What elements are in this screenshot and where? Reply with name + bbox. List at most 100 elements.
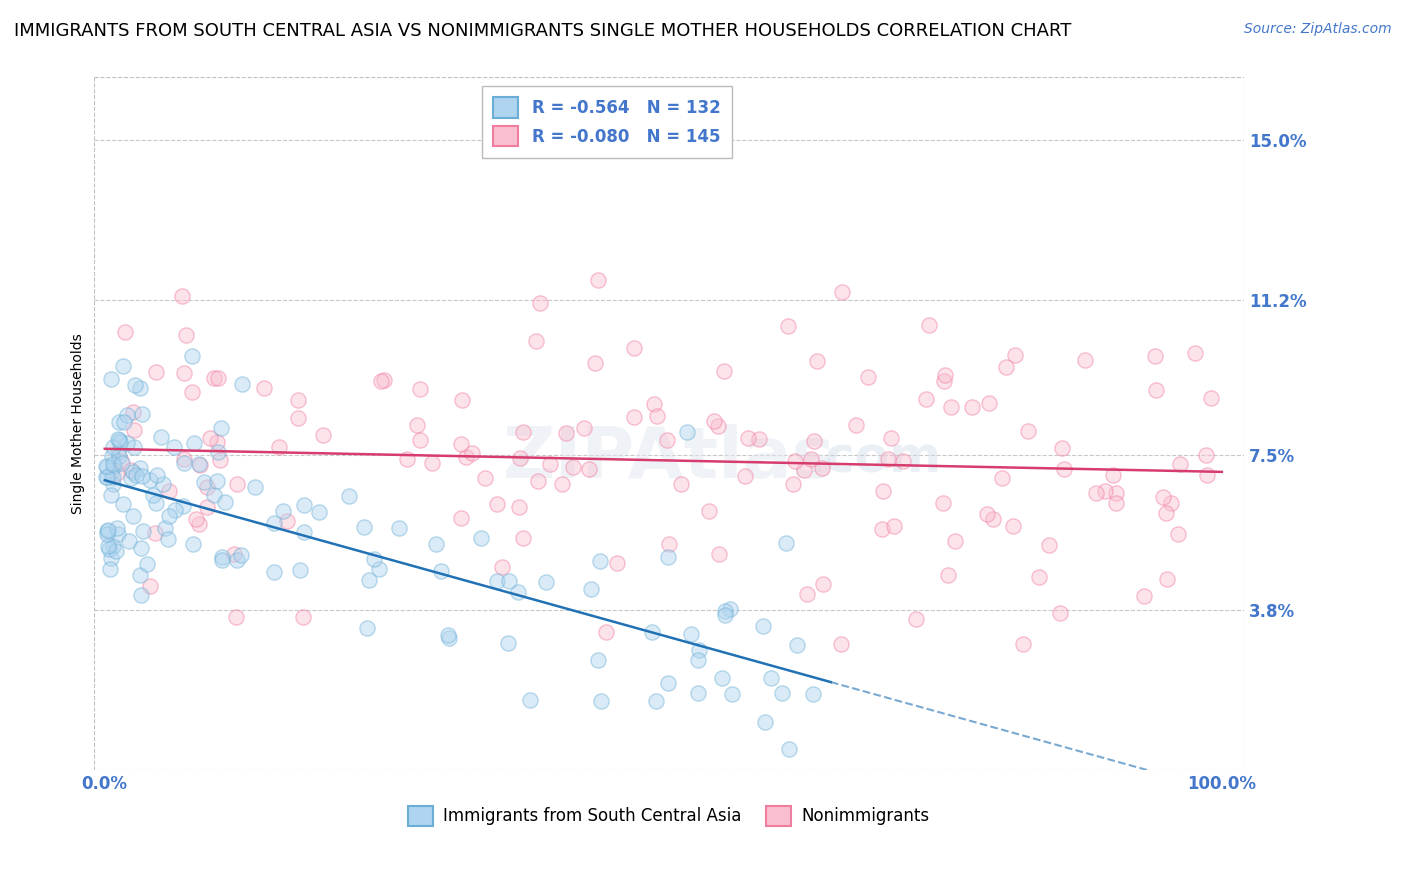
Point bbox=[775, 536, 797, 550]
Point bbox=[173, 366, 195, 380]
Text: .com: .com bbox=[807, 434, 942, 483]
Point bbox=[1085, 485, 1108, 500]
Point bbox=[105, 521, 128, 535]
Point bbox=[207, 371, 229, 385]
Point bbox=[184, 512, 207, 526]
Point bbox=[583, 356, 606, 370]
Point bbox=[707, 547, 730, 561]
Point bbox=[713, 364, 735, 378]
Point bbox=[225, 552, 247, 566]
Point bbox=[676, 425, 699, 439]
Point bbox=[287, 411, 309, 425]
Point bbox=[485, 574, 508, 588]
Point bbox=[932, 496, 955, 510]
Point bbox=[122, 440, 145, 454]
Point bbox=[945, 533, 967, 548]
Text: Source: ZipAtlas.com: Source: ZipAtlas.com bbox=[1244, 22, 1392, 37]
Point bbox=[139, 474, 162, 488]
Point bbox=[578, 462, 600, 476]
Point bbox=[1094, 484, 1116, 499]
Point bbox=[108, 434, 131, 449]
Point bbox=[353, 519, 375, 533]
Point bbox=[786, 638, 808, 652]
Point bbox=[187, 457, 209, 471]
Point bbox=[96, 459, 118, 474]
Point bbox=[108, 449, 131, 463]
Point bbox=[1028, 570, 1050, 584]
Point bbox=[707, 418, 730, 433]
Point bbox=[157, 484, 180, 499]
Point bbox=[111, 359, 134, 373]
Point bbox=[211, 552, 233, 566]
Point bbox=[110, 454, 132, 468]
Point bbox=[98, 562, 121, 576]
Text: IMMIGRANTS FROM SOUTH CENTRAL ASIA VS NONIMMIGRANTS SINGLE MOTHER HOUSEHOLDS COR: IMMIGRANTS FROM SOUTH CENTRAL ASIA VS NO… bbox=[14, 22, 1071, 40]
Point bbox=[271, 504, 294, 518]
Point bbox=[115, 436, 138, 450]
Point bbox=[1144, 349, 1167, 363]
Point bbox=[425, 537, 447, 551]
Point bbox=[96, 524, 118, 538]
Point bbox=[202, 370, 225, 384]
Point bbox=[207, 445, 229, 459]
Point bbox=[936, 568, 959, 582]
Point bbox=[572, 421, 595, 435]
Point bbox=[606, 556, 628, 570]
Point bbox=[437, 631, 460, 645]
Point bbox=[211, 549, 233, 564]
Point bbox=[139, 579, 162, 593]
Point bbox=[831, 285, 853, 300]
Point bbox=[94, 459, 117, 474]
Point bbox=[1105, 485, 1128, 500]
Point bbox=[101, 457, 124, 471]
Point bbox=[623, 409, 645, 424]
Point bbox=[111, 456, 134, 470]
Point bbox=[188, 458, 211, 472]
Point bbox=[688, 653, 710, 667]
Point bbox=[579, 582, 602, 596]
Point bbox=[408, 382, 430, 396]
Point bbox=[934, 368, 956, 383]
Point bbox=[679, 626, 702, 640]
Point bbox=[1053, 462, 1076, 476]
Point bbox=[595, 624, 617, 639]
Point bbox=[337, 489, 360, 503]
Point bbox=[409, 433, 432, 447]
Point bbox=[103, 440, 125, 454]
Point bbox=[406, 417, 429, 432]
Point bbox=[960, 400, 983, 414]
Point bbox=[778, 741, 800, 756]
Point bbox=[538, 457, 561, 471]
Point bbox=[718, 602, 741, 616]
Point bbox=[748, 433, 770, 447]
Point bbox=[981, 511, 1004, 525]
Point bbox=[918, 318, 941, 333]
Point bbox=[292, 525, 315, 540]
Point bbox=[195, 500, 218, 514]
Point bbox=[759, 672, 782, 686]
Point bbox=[117, 533, 139, 548]
Point bbox=[1133, 589, 1156, 603]
Point bbox=[686, 686, 709, 700]
Point bbox=[1152, 490, 1174, 504]
Point bbox=[114, 325, 136, 339]
Point bbox=[904, 612, 927, 626]
Point bbox=[103, 470, 125, 484]
Point bbox=[100, 466, 122, 480]
Point bbox=[640, 624, 662, 639]
Point bbox=[872, 483, 894, 498]
Point bbox=[437, 627, 460, 641]
Point bbox=[554, 426, 576, 441]
Point bbox=[107, 445, 129, 459]
Legend: Immigrants from South Central Asia, Nonimmigrants: Immigrants from South Central Asia, Noni… bbox=[402, 799, 936, 832]
Point bbox=[485, 497, 508, 511]
Point bbox=[710, 671, 733, 685]
Y-axis label: Single Mother Households: Single Mother Households bbox=[72, 334, 86, 514]
Point bbox=[1102, 468, 1125, 483]
Point bbox=[245, 480, 267, 494]
Point bbox=[1144, 384, 1167, 398]
Point bbox=[562, 459, 585, 474]
Point bbox=[591, 694, 613, 708]
Point bbox=[496, 636, 519, 650]
Point bbox=[1004, 348, 1026, 362]
